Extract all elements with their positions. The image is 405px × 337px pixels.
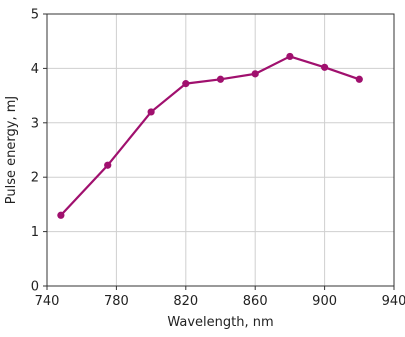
x-tick-label: 860 (243, 294, 268, 309)
x-tick-label: 900 (312, 294, 337, 309)
series-line (59, 55, 361, 217)
data-point (286, 52, 294, 61)
x-axis-ticks: 740 780 820 860 900 940 (35, 286, 405, 309)
series-layer (57, 52, 363, 219)
data-point (355, 75, 363, 83)
data-point (251, 70, 259, 78)
data-point (182, 80, 190, 88)
data-point (147, 108, 155, 116)
grid (47, 14, 394, 286)
x-tick-label: 940 (382, 294, 405, 309)
y-tick-label: 4 (31, 62, 39, 77)
x-axis-label: Wavelength, nm (167, 315, 273, 330)
x-tick-label: 780 (104, 294, 129, 309)
x-tick-label: 740 (35, 294, 60, 309)
data-point (104, 161, 112, 169)
y-tick-label: 2 (31, 171, 39, 186)
x-tick-label: 820 (173, 294, 198, 309)
y-axis-label: Pulse energy, mJ (4, 96, 19, 204)
y-tick-label: 5 (31, 8, 39, 23)
plot-frame (46, 13, 395, 287)
data-point (216, 75, 225, 83)
y-tick-label: 0 (31, 280, 39, 295)
y-axis-ticks: 0 1 2 3 4 5 (31, 8, 47, 295)
y-tick-label: 1 (31, 225, 39, 240)
data-point (57, 211, 65, 219)
data-point (321, 63, 329, 71)
y-tick-label: 3 (31, 116, 39, 131)
